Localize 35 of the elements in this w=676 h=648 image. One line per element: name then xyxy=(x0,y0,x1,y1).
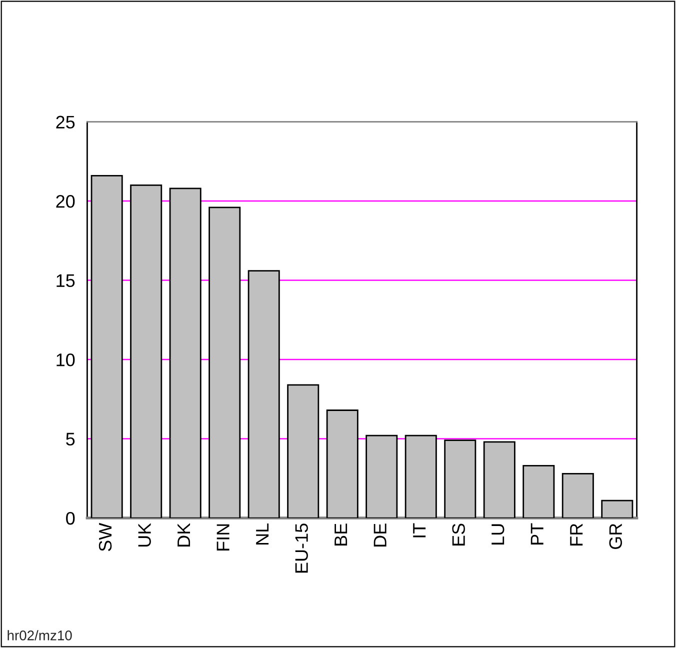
bar xyxy=(169,188,202,518)
bar xyxy=(208,206,241,518)
x-tick-label: GR xyxy=(609,524,622,550)
y-tick-label: 15 xyxy=(56,274,75,288)
bar xyxy=(404,434,437,518)
bar xyxy=(366,434,398,518)
y-tick-label: 5 xyxy=(66,432,75,446)
x-tick-label: FR xyxy=(570,524,583,546)
x-tick-label: SW xyxy=(98,522,112,552)
y-tick-label: 25 xyxy=(56,116,75,129)
bar xyxy=(522,465,555,518)
x-tick-label: DE xyxy=(374,524,386,546)
bar xyxy=(326,410,358,518)
bar xyxy=(90,175,123,518)
bar xyxy=(287,384,320,518)
y-tick-label: 10 xyxy=(56,353,75,366)
x-tick-label: IT xyxy=(413,523,426,538)
y-tick-label: 20 xyxy=(56,194,75,208)
x-tick-label: DK xyxy=(178,523,190,546)
x-tick-label: UK xyxy=(138,523,151,547)
bar xyxy=(601,500,634,518)
bar xyxy=(444,440,476,518)
y-tick-label: 0 xyxy=(66,512,75,525)
x-tick-label: NL xyxy=(256,523,269,544)
x-tick-label: LU xyxy=(492,524,504,544)
x-tick-label: EU-15 xyxy=(295,524,308,573)
x-tick-label: FIN xyxy=(216,524,230,550)
x-tick-label: ES xyxy=(452,524,465,546)
text: hr02/mz10 xyxy=(8,630,72,640)
bar xyxy=(248,270,280,518)
bar xyxy=(130,184,162,518)
x-tick-label: BE xyxy=(334,524,348,546)
bar xyxy=(562,472,594,518)
x-tick-label: PT xyxy=(530,523,544,544)
bar xyxy=(483,441,516,518)
